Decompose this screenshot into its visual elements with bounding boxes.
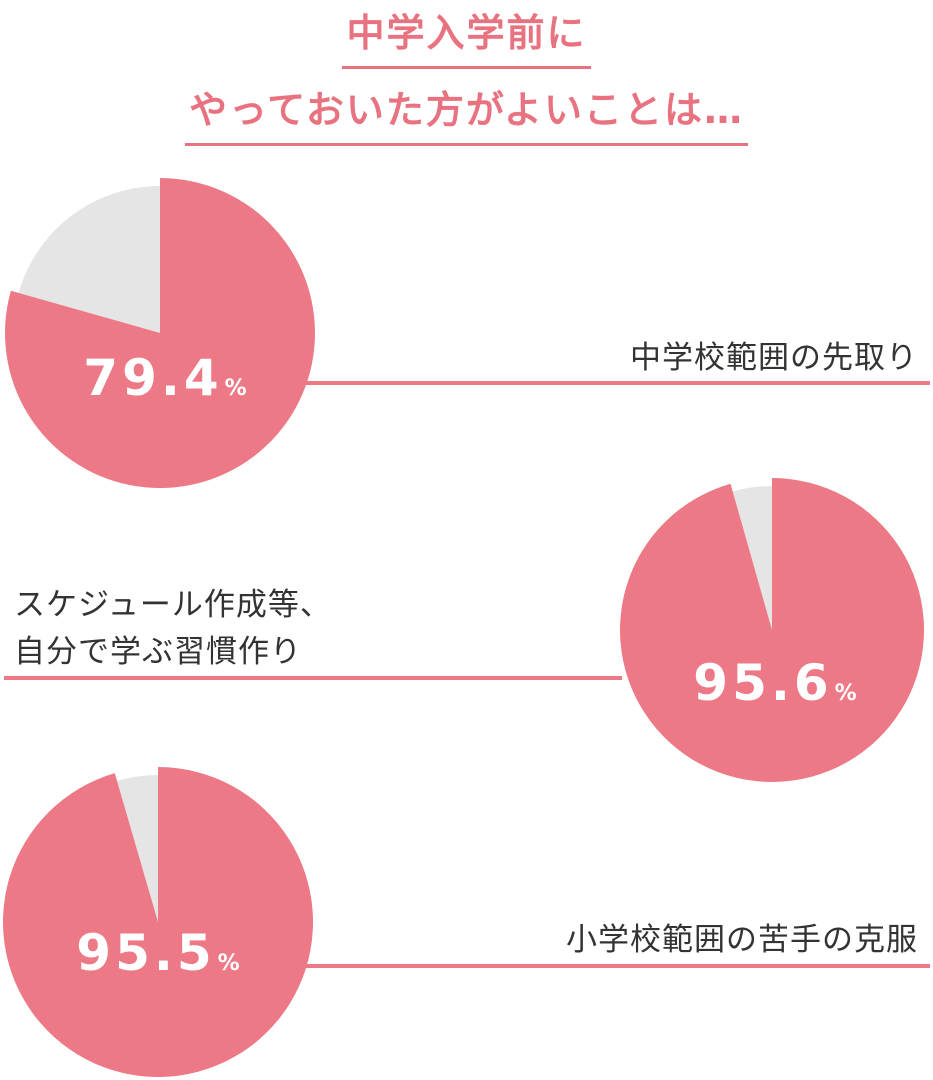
title-line-2: やっておいた方がよいことは… — [0, 91, 933, 146]
chart-2-value-unit: % — [835, 681, 857, 706]
chart-2-value-number: 95.6 — [693, 654, 832, 712]
title-line-1: 中学入学前に — [0, 14, 933, 69]
chart-3-value-label: 95.5% — [76, 924, 239, 982]
chart-1-remainder-slice — [18, 186, 160, 333]
chart-3-value-slice — [2, 767, 313, 1078]
chart-3-value-number: 95.5 — [76, 924, 215, 982]
chart-1-value-slice — [4, 178, 316, 489]
chart-2-remainder-slice — [732, 486, 772, 630]
chart-2-value-slice — [620, 478, 925, 782]
chart-1-value-unit: % — [225, 376, 247, 401]
chart-3: 95.5% 小学校範囲の苦手の克服 — [2, 767, 930, 1078]
chart-2-category-label-line-1: スケジュール作成等、 — [14, 587, 332, 623]
chart-1-value-number: 79.4 — [83, 349, 222, 407]
chart-1-category-label: 中学校範囲の先取り — [630, 340, 918, 376]
chart-3-value-unit: % — [218, 951, 240, 976]
chart-1: 79.4% 中学校範囲の先取り — [4, 178, 930, 489]
chart-2: 95.6% スケジュール作成等、 自分で学ぶ習慣作り — [4, 478, 925, 782]
chart-1-value-label: 79.4% — [83, 349, 246, 407]
title-text-1: 中学入学前に — [342, 14, 591, 69]
chart-2-category-label-line-2: 自分で学ぶ習慣作り — [14, 634, 302, 670]
chart-2-value-label: 95.6% — [693, 654, 856, 712]
chart-3-remainder-slice — [116, 775, 158, 922]
title-text-2: やっておいた方がよいことは… — [184, 91, 749, 146]
chart-3-category-label: 小学校範囲の苦手の克服 — [566, 922, 918, 958]
